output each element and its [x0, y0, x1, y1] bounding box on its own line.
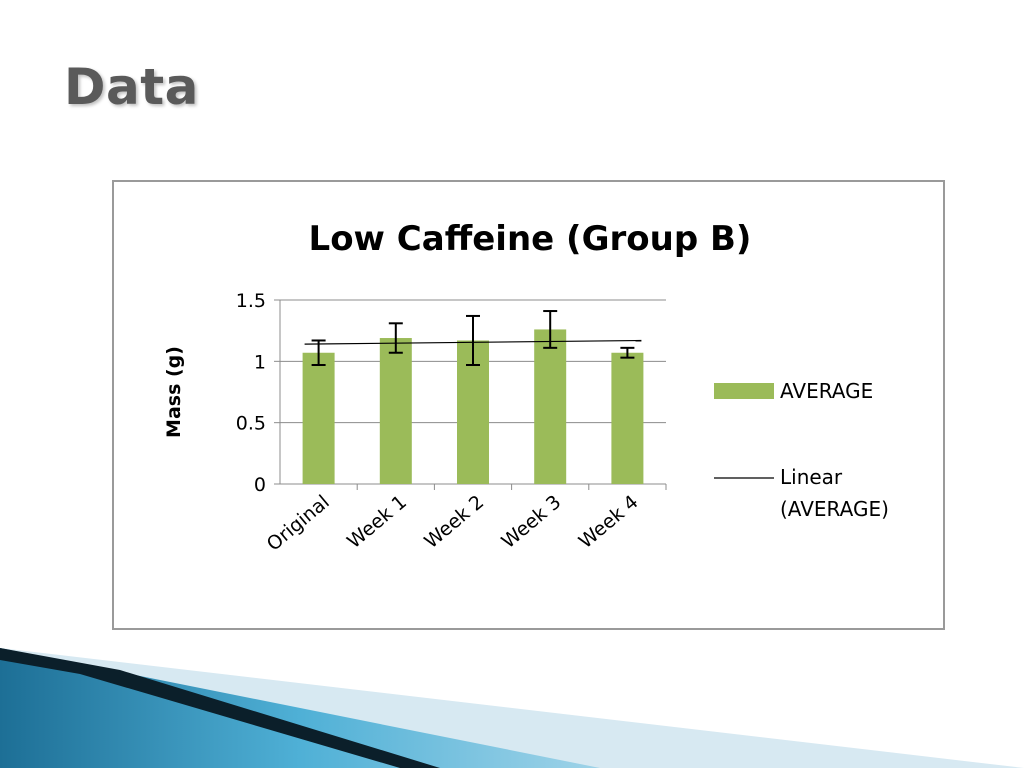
slide-title: Data	[64, 58, 199, 116]
chart-canvas: Low Caffeine (Group B) 0 0.5 1 1.5 Mass (g) Or…	[163, 219, 889, 556]
legend-label-average: AVERAGE	[780, 379, 873, 403]
decorative-swoosh	[0, 648, 1024, 768]
trendline	[304, 339, 642, 345]
bar	[302, 352, 335, 484]
x-tick-label: Week 1	[343, 491, 411, 553]
legend-label-trendline: Linear	[780, 465, 843, 489]
bar	[379, 338, 412, 484]
x-tick-label: Week 4	[575, 491, 643, 553]
bar	[534, 329, 567, 484]
x-tick-label: Original	[263, 491, 334, 556]
chart-frame: Low Caffeine (Group B) 0 0.5 1 1.5 Mass (g) Or…	[112, 180, 945, 630]
x-tick-label: Week 2	[420, 491, 488, 553]
legend-swatch-average	[714, 383, 774, 399]
bar	[611, 352, 644, 484]
x-tick-label: Week 3	[498, 491, 566, 553]
chart-title: Low Caffeine (Group B)	[309, 219, 752, 259]
legend-label-trendline: (AVERAGE)	[780, 497, 889, 521]
y-tick-label: 0	[254, 474, 266, 496]
y-tick-label: 1	[254, 351, 266, 373]
y-tick-label: 0.5	[236, 413, 266, 435]
y-tick-label: 1.5	[236, 290, 266, 312]
y-axis-label: Mass (g)	[163, 346, 185, 438]
